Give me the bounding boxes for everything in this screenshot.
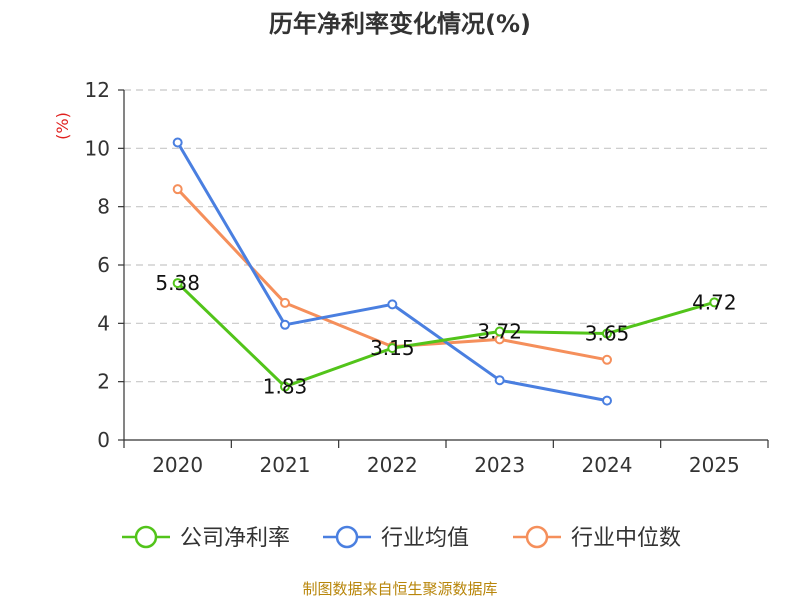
legend-swatch-marker: [525, 525, 549, 549]
data-point[interactable]: [602, 328, 612, 339]
data-point[interactable]: [387, 299, 398, 310]
series-line-0: [176, 282, 715, 389]
data-point[interactable]: [602, 354, 612, 365]
data-point[interactable]: [494, 375, 505, 386]
legend-swatch-marker: [335, 525, 359, 549]
legend-item[interactable]: 行业均值: [323, 525, 469, 551]
data-label: 4.72: [692, 290, 737, 314]
y-tick-label: 12: [85, 78, 110, 102]
series-line-2: [176, 188, 608, 362]
data-point[interactable]: [172, 184, 183, 195]
x-tick-label: 2023: [474, 453, 525, 477]
x-tick-label: 2022: [367, 453, 418, 477]
data-point[interactable]: [709, 297, 720, 308]
legend-item[interactable]: 公司净利率: [122, 525, 290, 551]
data-point[interactable]: [494, 326, 505, 337]
legend-label: 行业中位数: [571, 526, 681, 551]
x-tick-label: 2021: [260, 453, 311, 477]
data-point[interactable]: [280, 319, 290, 330]
axes: 0 2 4 6 8 10 12 2020 2021 2022 2023 2024 2025: [85, 78, 769, 477]
data-point[interactable]: [172, 137, 183, 148]
data-labels: 5.38 1.83 3.15 3.72 3.65 4.72: [155, 271, 736, 399]
y-tick-label: 4: [97, 311, 110, 335]
y-tick-label: 0: [97, 428, 110, 452]
data-label: 3.72: [477, 320, 522, 344]
y-tick-label: 8: [97, 195, 110, 219]
legend-label: 行业均值: [381, 526, 469, 551]
x-tick-label: 2024: [582, 453, 633, 477]
y-tick-label: 6: [97, 253, 110, 277]
y-tick-label: 10: [85, 136, 110, 160]
legend-swatch-marker: [134, 525, 158, 549]
y-axis-label: (%): [53, 112, 72, 140]
x-tick-label: 2020: [152, 453, 203, 477]
data-label: 5.38: [155, 271, 200, 295]
data-point[interactable]: [280, 381, 290, 392]
data-point[interactable]: [387, 343, 398, 354]
series-line-1: [176, 141, 608, 403]
series-layer: [172, 137, 720, 406]
data-label: 3.65: [585, 322, 630, 346]
x-tick-label: 2025: [689, 453, 740, 477]
chart-title: 历年净利率变化情况(%): [269, 10, 531, 38]
y-tick-label: 2: [97, 370, 110, 394]
data-label: 1.83: [263, 375, 308, 399]
data-point[interactable]: [602, 395, 612, 406]
source-note: 制图数据来自恒生聚源数据库: [302, 580, 497, 598]
legend-label: 公司净利率: [180, 526, 290, 551]
data-point[interactable]: [172, 278, 183, 289]
data-label: 3.15: [370, 336, 415, 360]
legend[interactable]: 公司净利率 行业均值 行业中位数: [122, 525, 681, 551]
legend-item[interactable]: 行业中位数: [513, 525, 681, 551]
data-point[interactable]: [280, 297, 290, 308]
